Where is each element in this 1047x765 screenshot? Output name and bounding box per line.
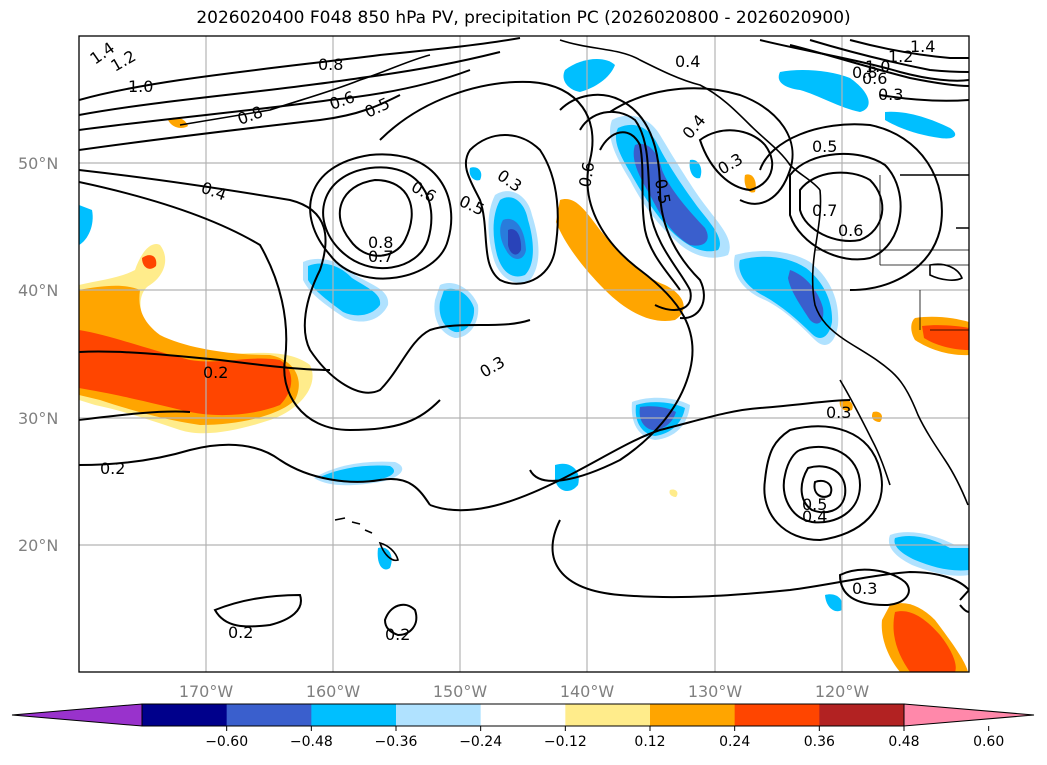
contour-label: 0.6 xyxy=(575,160,598,188)
colorbar-segment xyxy=(480,704,566,726)
colorbar-frame xyxy=(141,703,905,727)
contour-label: 0.5 xyxy=(812,137,837,156)
lon-label: 130°W xyxy=(688,682,743,701)
colorbar-segment xyxy=(311,704,397,726)
colorbar-tick-label: −0.48 xyxy=(290,734,333,750)
pv-contours xyxy=(79,37,969,637)
contour-label: 1.4 xyxy=(910,37,935,56)
contour-label: 0.8 xyxy=(318,55,343,74)
lat-label: 30°N xyxy=(18,409,58,428)
contour-label: 0.2 xyxy=(203,363,228,382)
colorbar-tick-label: 0.12 xyxy=(634,734,665,750)
contour-label: 0.8 xyxy=(368,233,393,252)
colorbar-segment xyxy=(650,704,736,726)
coastline-alaska xyxy=(559,39,821,191)
contour-high-center xyxy=(799,171,884,242)
colorbar-tick-label: −0.36 xyxy=(375,734,418,750)
latitude-labels: 50°N 40°N 30°N 20°N xyxy=(18,154,58,555)
colorbar-tick-label: 0.48 xyxy=(888,734,919,750)
coastline-west-coast xyxy=(811,189,969,506)
colorbar-extend-low xyxy=(11,703,143,727)
contour-label: 1.2 xyxy=(888,47,913,66)
contour-label: 0.6 xyxy=(862,69,887,88)
contour-label: 1.0 xyxy=(128,77,153,96)
contour-label: 0.2 xyxy=(385,625,410,644)
lon-label: 120°W xyxy=(815,682,870,701)
contour-label: 0.5 xyxy=(651,177,674,205)
colorbar: −0.60 −0.48 −0.36 −0.24 −0.12 0.12 0.24 0.36 0.4… xyxy=(11,703,1035,750)
contour-label: 0.3 xyxy=(826,403,851,422)
contour-label: 0.3 xyxy=(878,85,903,104)
map-title: 2026020400 F048 850 hPa PV, precipitatio… xyxy=(196,8,851,28)
contour-label: 0.8 xyxy=(852,63,877,82)
colorbar-segment xyxy=(565,704,651,726)
lat-label: 20°N xyxy=(18,536,58,555)
colorbar-tick-label: −0.12 xyxy=(544,734,587,750)
colorbar-tick-label: 0.24 xyxy=(719,734,750,750)
colorbar-tick-label: −0.60 xyxy=(205,734,248,750)
colorbar-tick-label: 0.60 xyxy=(973,734,1004,750)
contour-label: 0.4 xyxy=(802,507,827,526)
lon-label: 160°W xyxy=(306,682,361,701)
contour-low-center xyxy=(338,178,413,257)
colorbar-segment xyxy=(142,704,228,726)
contour-label: 0.2 xyxy=(228,623,253,642)
colorbar-segment xyxy=(226,704,312,726)
lon-label: 150°W xyxy=(433,682,488,701)
graticule xyxy=(79,36,969,672)
contour-label: 0.2 xyxy=(100,459,125,478)
contour-label: 0.6 xyxy=(838,221,863,240)
contour-label: 0.7 xyxy=(368,247,393,266)
contour-label: 0.3 xyxy=(852,579,877,598)
lat-label: 40°N xyxy=(18,281,58,300)
colorbar-extend-high xyxy=(903,703,1035,727)
lat-label: 50°N xyxy=(18,154,58,173)
colorbar-segment xyxy=(734,704,820,726)
plot-frame xyxy=(78,35,970,673)
colorbar-segment xyxy=(819,704,905,726)
colorbar-segment xyxy=(396,704,482,726)
contour-label: 0.5 xyxy=(802,495,827,514)
longitude-labels: 170°W 160°W 150°W 140°W 130°W 120°W xyxy=(179,682,870,701)
contour-label: 1.0 xyxy=(865,57,890,76)
colorbar-tick-label: −0.24 xyxy=(459,734,502,750)
lon-label: 140°W xyxy=(560,682,615,701)
plot-area: 1.4 1.2 1.0 0.8 0.8 0.6 0.5 0.4 0.8 0.7 … xyxy=(79,36,969,672)
contour-labels: 1.4 1.2 1.0 0.8 0.8 0.6 0.5 0.4 0.8 0.7 … xyxy=(86,37,935,644)
contour-label: 0.7 xyxy=(812,201,837,220)
lon-label: 170°W xyxy=(179,682,234,701)
precip-positive-fills xyxy=(79,117,969,672)
colorbar-tick-label: 0.36 xyxy=(804,734,835,750)
contour-label: 0.4 xyxy=(675,52,700,71)
